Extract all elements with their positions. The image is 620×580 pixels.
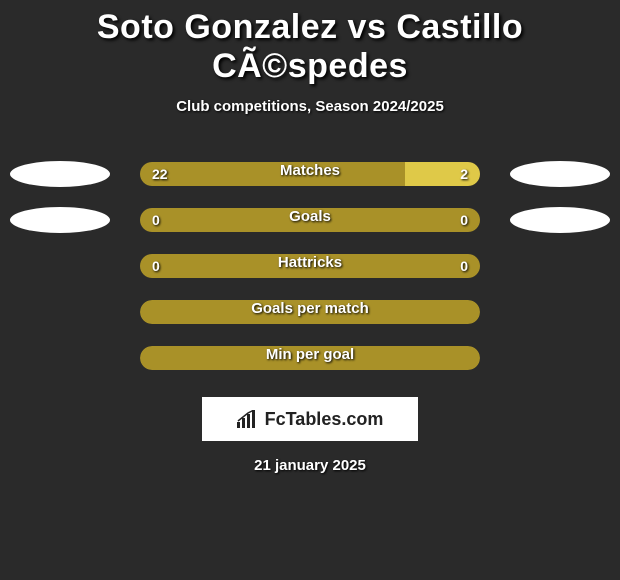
page-title: Soto Gonzalez vs Castillo CÃ©spedes (0, 0, 620, 86)
player-right-avatar (510, 161, 610, 187)
stat-bar: 222Matches (140, 162, 480, 186)
stat-left-value: 0 (140, 212, 160, 228)
stat-row: Min per goal (0, 335, 620, 381)
stat-row: Goals per match (0, 289, 620, 335)
bar-segment (140, 346, 480, 370)
player-left-avatar (10, 207, 110, 233)
stats-container: 222Matches00Goals00HattricksGoals per ma… (0, 151, 620, 381)
stat-bar: Min per goal (140, 346, 480, 370)
bar-left-segment: 0 (140, 208, 310, 232)
branding-badge: FcTables.com (202, 397, 418, 441)
branding-text: FcTables.com (265, 409, 384, 430)
bar-segment (140, 300, 480, 324)
bar-right-segment: 0 (310, 208, 480, 232)
stat-bar: 00Hattricks (140, 254, 480, 278)
player-left-avatar (10, 161, 110, 187)
bar-right-segment: 2 (405, 162, 480, 186)
bar-left-segment: 22 (140, 162, 405, 186)
stat-row: 00Hattricks (0, 243, 620, 289)
stat-bar: 00Goals (140, 208, 480, 232)
stat-left-value: 22 (140, 166, 168, 182)
bar-left-segment: 0 (140, 254, 310, 278)
date-text: 21 january 2025 (0, 457, 620, 474)
bar-right-segment: 0 (310, 254, 480, 278)
stat-right-value: 0 (460, 212, 480, 228)
page-subtitle: Club competitions, Season 2024/2025 (0, 98, 620, 115)
stat-row: 222Matches (0, 151, 620, 197)
stat-right-value: 2 (460, 166, 480, 182)
chart-icon (237, 410, 259, 428)
player-right-avatar (510, 207, 610, 233)
stat-row: 00Goals (0, 197, 620, 243)
stat-left-value: 0 (140, 258, 160, 274)
stat-bar: Goals per match (140, 300, 480, 324)
stat-right-value: 0 (460, 258, 480, 274)
